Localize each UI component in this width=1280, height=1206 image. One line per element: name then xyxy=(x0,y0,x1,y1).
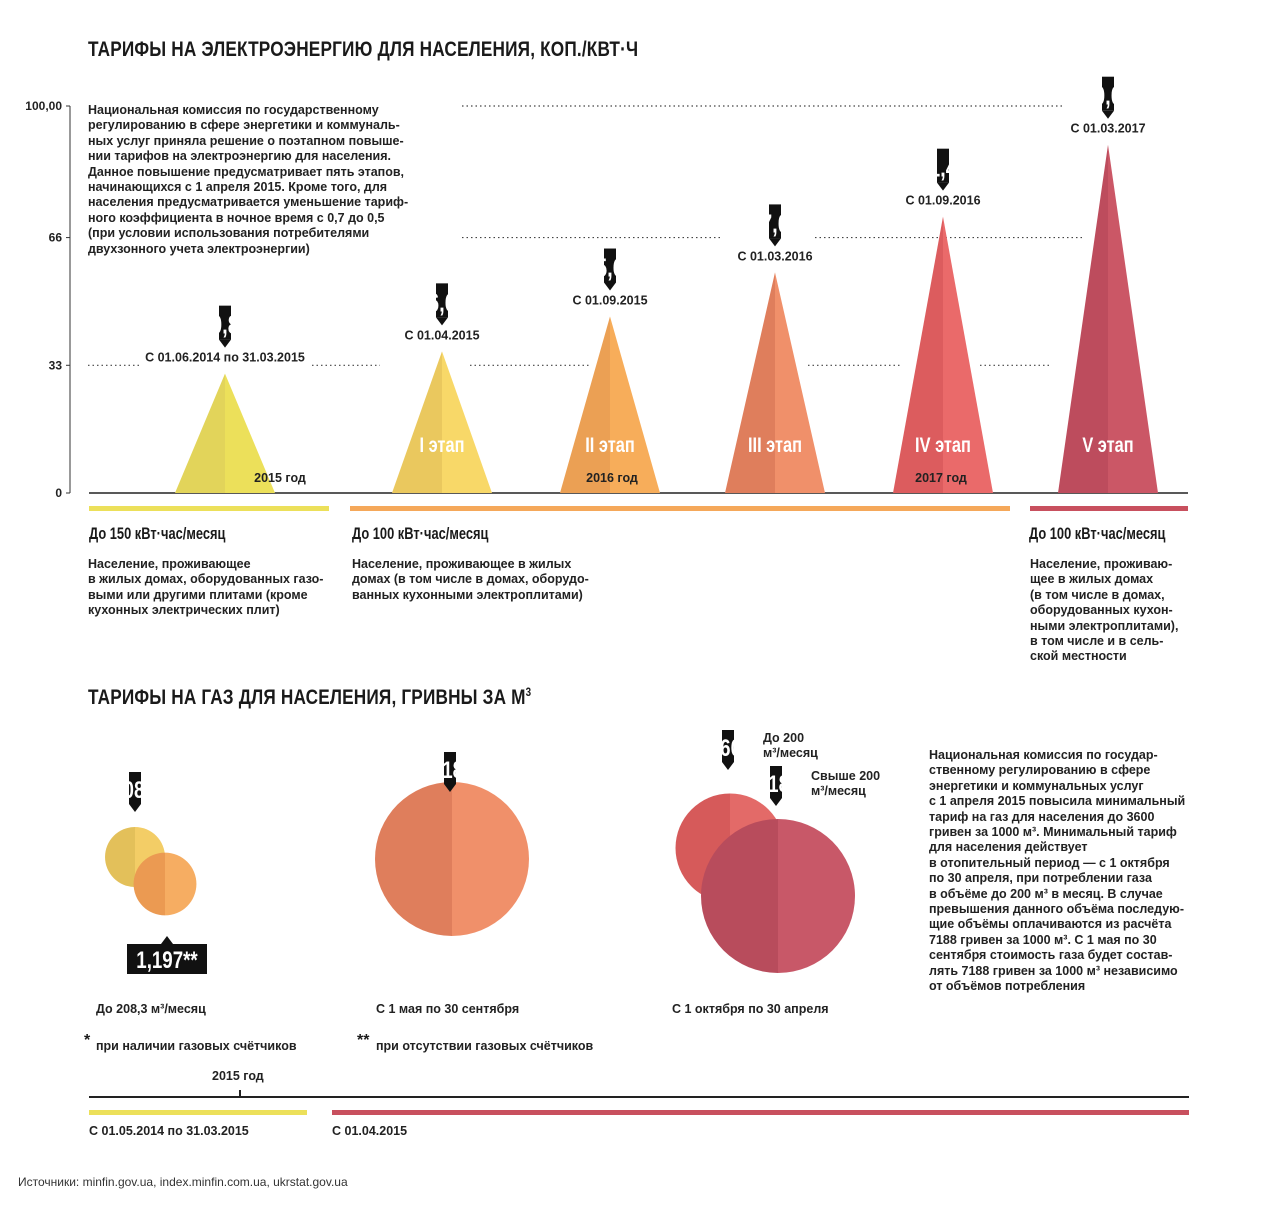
gas-bubble-right xyxy=(778,819,855,973)
gas-note: м³/месяц xyxy=(811,784,866,798)
svg-text:71,40: 71,40 xyxy=(918,153,969,182)
gas-period-1: С 01.05.2014 по 31.03.2015 xyxy=(89,1124,249,1138)
date-label: С 01.09.2016 xyxy=(905,194,980,208)
gas-value-label: 3,600 xyxy=(705,730,752,770)
gas-bubble-right xyxy=(165,852,197,916)
gas-period-bar-1 xyxy=(89,1110,307,1115)
tariff-triangle-right xyxy=(610,316,660,493)
gas-value-label: 1,197** xyxy=(127,936,207,974)
group-bar-1 xyxy=(89,506,329,511)
gas-year-tick xyxy=(239,1090,241,1097)
date-label: С 01.06.2014 по 31.03.2015 xyxy=(145,351,305,365)
y-tick-label: 66 xyxy=(49,231,63,245)
tariff-triangle-left xyxy=(893,216,943,493)
group-description-3: Население, проживаю- щее в жилых домах (… xyxy=(1030,557,1179,664)
tariff-triangle-left xyxy=(175,373,225,493)
stage-label: IV этап xyxy=(915,433,971,456)
tariff-triangle-right xyxy=(943,216,993,493)
svg-text:90,00: 90,00 xyxy=(1083,81,1134,110)
gas-period-bar-2 xyxy=(332,1110,1189,1115)
gas-caption-3: С 1 октября по 30 апреля xyxy=(672,1002,829,1016)
gas-bubble-right xyxy=(452,782,529,936)
svg-text:7,188: 7,188 xyxy=(753,771,800,798)
electricity-chart: 0 33 66 100,00 С 01.06.2014 по 31.03.2015 30,… xyxy=(25,76,1188,500)
gas-period-2: С 01.04.2015 xyxy=(332,1124,408,1138)
date-label: С 01.03.2017 xyxy=(1070,122,1145,136)
stage-label: V этап xyxy=(1082,433,1133,456)
group-description-1: Население, проживающее в жилых домах, об… xyxy=(88,557,324,618)
date-label: С 01.09.2015 xyxy=(572,294,647,308)
gas-note: Свыше 200 xyxy=(811,769,880,783)
year-label: 2015 год xyxy=(254,471,306,485)
gas-value-label: 7,188 xyxy=(753,766,800,806)
gas-bubble-left xyxy=(105,827,135,887)
svg-text:1,089*: 1,089* xyxy=(108,777,163,804)
tariff-triangle-left xyxy=(560,316,610,493)
date-label: С 01.04.2015 xyxy=(404,328,479,342)
svg-text:1,197**: 1,197** xyxy=(136,947,198,974)
electricity-description: Национальная комиссия по государственном… xyxy=(88,103,409,256)
tariff-triangle-left xyxy=(392,351,442,493)
tariff-triangle-right xyxy=(1108,144,1158,493)
gas-bubble-left xyxy=(701,819,778,973)
footnote-2: при отсутствии газовых счётчиков xyxy=(376,1039,594,1053)
footnote-1-mark: * xyxy=(84,1032,91,1049)
footnote-2-mark: ** xyxy=(357,1032,370,1049)
gas-year-label: 2015 год xyxy=(212,1069,264,1083)
stage-label: III этап xyxy=(748,433,802,456)
gas-caption-2: С 1 мая по 30 сентября xyxy=(376,1002,520,1016)
value-label: 36,60 xyxy=(417,283,468,326)
svg-text:45,60: 45,60 xyxy=(585,253,636,282)
group-bar-3 xyxy=(1030,506,1188,511)
y-tick-label: 0 xyxy=(55,486,62,500)
value-label: 30,84 xyxy=(200,305,251,348)
group-bar-2 xyxy=(350,506,1010,511)
tariff-triangle-right xyxy=(442,351,492,493)
gas-title: ТАРИФЫ НА ГАЗ ДЛЯ НАСЕЛЕНИЯ, ГРИВНЫ ЗА М… xyxy=(88,685,532,709)
value-label: 57,00 xyxy=(750,204,801,247)
gas-bubble-left xyxy=(133,852,165,916)
gas-note: м³/месяц xyxy=(763,746,818,760)
svg-text:57,00: 57,00 xyxy=(750,209,801,238)
electricity-title: ТАРИФЫ НА ЭЛЕКТРОЭНЕРГИЮ ДЛЯ НАСЕЛЕНИЯ, … xyxy=(88,38,639,61)
value-label: 45,60 xyxy=(585,248,636,291)
gas-timeline-axis xyxy=(89,1096,1189,1098)
group-description-2: Население, проживающее в жилых домах (в … xyxy=(352,557,589,602)
year-label: 2016 год xyxy=(586,471,638,485)
date-label: С 01.03.2016 xyxy=(737,249,812,263)
gas-bubble-left xyxy=(375,782,452,936)
tariff-triangle-left xyxy=(1058,144,1108,493)
gas-value-label: 7,188 xyxy=(427,752,474,792)
footnote-1: при наличии газовых счётчиков xyxy=(96,1039,297,1053)
tariff-triangle-right xyxy=(775,272,825,493)
year-label: 2017 год xyxy=(915,471,967,485)
tariff-triangle-right xyxy=(225,373,275,493)
value-label: 90,00 xyxy=(1083,76,1134,119)
stage-label: II этап xyxy=(585,433,635,456)
gas-description: Национальная комиссия по государ- ственн… xyxy=(929,748,1186,994)
gas-note: До 200 xyxy=(763,731,804,745)
gas-caption-1: До 208,3 м³/месяц xyxy=(96,1002,206,1016)
y-tick-label: 33 xyxy=(49,358,63,372)
svg-text:7,188: 7,188 xyxy=(427,757,474,784)
value-label: 71,40 xyxy=(918,148,969,191)
group-label-1: До 150 кВт·час/месяц xyxy=(89,525,226,543)
stage-label: I этап xyxy=(420,433,465,456)
tariff-triangle-left xyxy=(725,272,775,493)
group-label-3: До 100 кВт·час/месяц xyxy=(1029,525,1166,543)
group-label-2: До 100 кВт·час/месяц xyxy=(352,525,489,543)
y-tick-label: 100,00 xyxy=(25,99,62,113)
sources: Источники: minfin.gov.ua, index.minfin.c… xyxy=(18,1175,348,1189)
svg-text:36,60: 36,60 xyxy=(417,288,468,317)
svg-text:3,600: 3,600 xyxy=(705,735,752,762)
gas-value-label: 1,089* xyxy=(108,772,163,812)
svg-text:30,84: 30,84 xyxy=(200,310,251,339)
